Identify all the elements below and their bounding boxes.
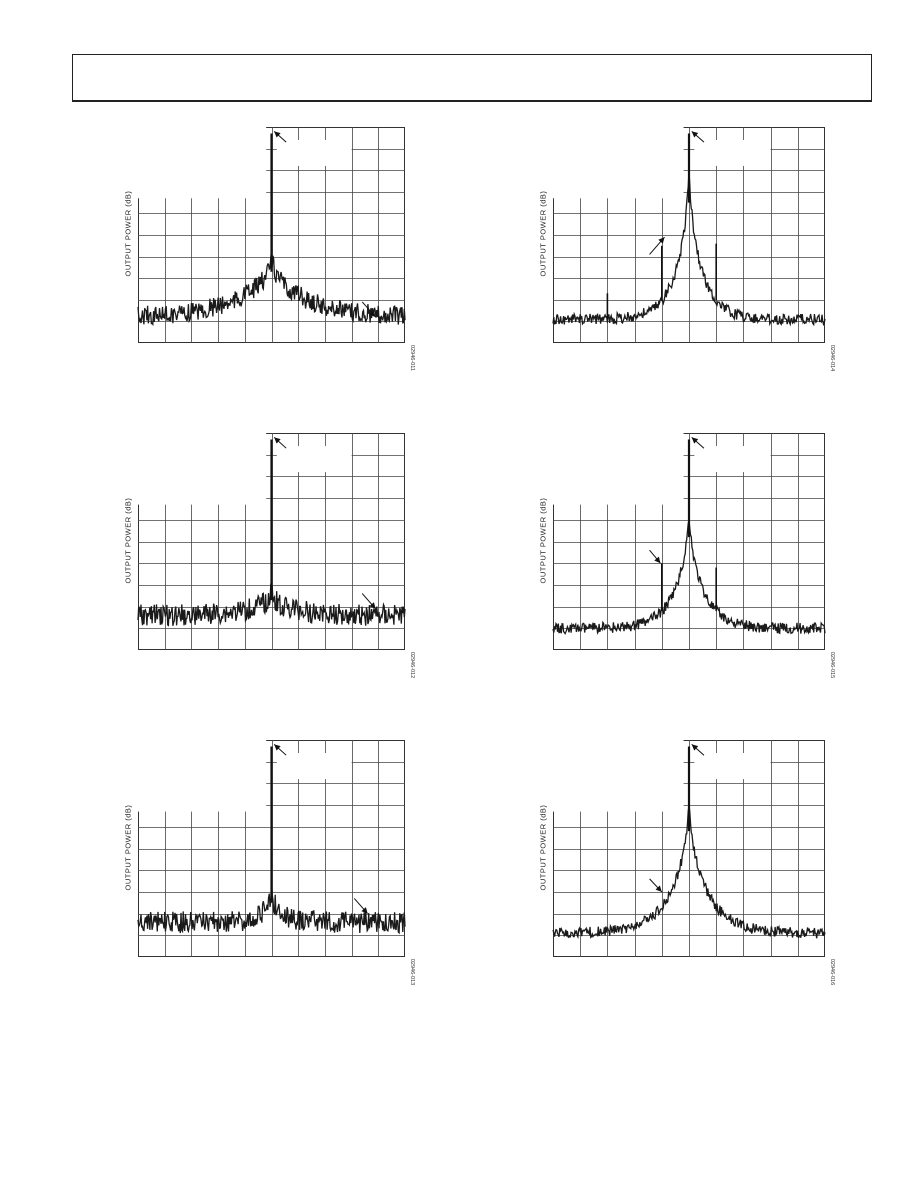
arrow-head: [658, 237, 665, 244]
arrow-head: [691, 131, 699, 138]
annotation-box: [138, 740, 267, 812]
figure-id: 02946-013: [409, 958, 415, 986]
annotation-box: [694, 753, 771, 780]
annotation-box: [276, 139, 352, 166]
arrow-head: [274, 437, 281, 444]
arrow-head: [369, 602, 376, 609]
arrow-head: [274, 744, 281, 751]
arrow-head: [274, 131, 281, 138]
arrow-head: [655, 885, 662, 892]
page-header-box: [72, 54, 872, 102]
figure-id: 02946-011: [409, 345, 415, 371]
spectrum-plot: [137, 740, 406, 957]
figure-id: 02946-016: [829, 958, 835, 986]
plot-svg: [137, 127, 406, 343]
annotation-box: [138, 433, 267, 505]
y-axis-label: OUTPUT POWER (dB): [123, 190, 133, 277]
annotation-box: [138, 127, 267, 199]
spectrum-plot: [552, 740, 826, 957]
annotation-box: [694, 446, 771, 473]
arrow-head: [369, 310, 376, 318]
plot-svg: [552, 127, 826, 343]
arrow-head: [361, 907, 368, 914]
annotation-box: [276, 446, 352, 473]
y-axis-label: OUTPUT POWER (dB): [538, 497, 548, 583]
plot-svg: [137, 433, 406, 650]
annotation-box: [553, 740, 684, 812]
plot-svg: [552, 740, 826, 957]
figure-id: 02946-014: [829, 344, 835, 372]
spectrum-plot: [552, 433, 826, 650]
spectrum-plot: [137, 433, 406, 650]
spectrum-plot: [137, 127, 406, 343]
figure-id: 02946-012: [409, 651, 415, 679]
annotation-box: [553, 127, 684, 199]
y-axis-label: OUTPUT POWER (dB): [538, 190, 548, 277]
spectrum-plot: [552, 127, 826, 343]
plot-svg: [137, 740, 406, 957]
figure-id: 02946-015: [829, 651, 835, 679]
annotation-box: [276, 753, 352, 780]
annotation-box: [694, 139, 771, 166]
arrow-head: [691, 437, 699, 444]
y-axis-label: OUTPUT POWER (dB): [123, 497, 133, 583]
arrow-head: [691, 744, 699, 751]
y-axis-label: OUTPUT POWER (dB): [123, 804, 133, 890]
arrow-head: [654, 556, 661, 564]
annotation-box: [553, 433, 684, 505]
plot-svg: [552, 433, 826, 650]
y-axis-label: OUTPUT POWER (dB): [538, 804, 548, 890]
